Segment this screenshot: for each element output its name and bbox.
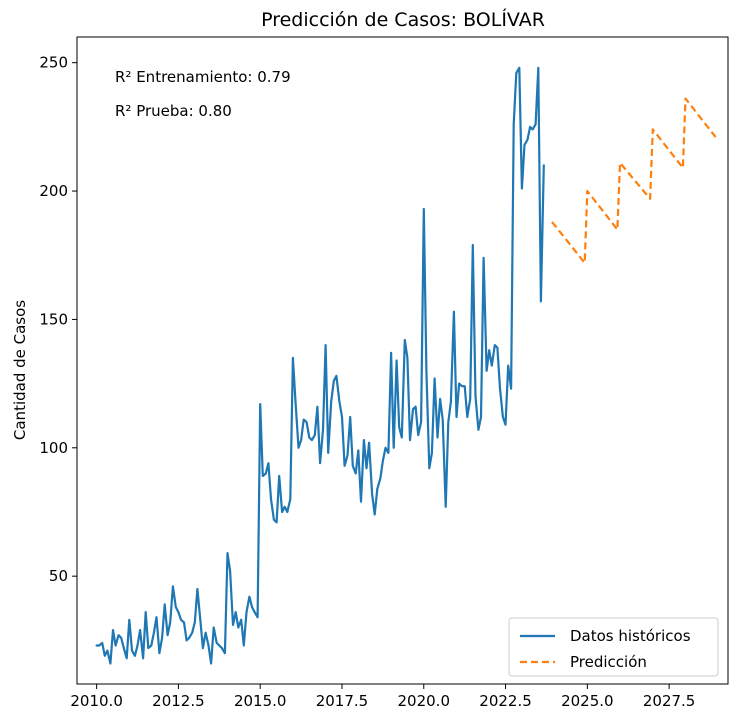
plot-frame	[76, 36, 729, 685]
annotation-r2-test: R² Prueba: 0.80	[115, 102, 232, 120]
y-tick-label: 150	[39, 310, 68, 328]
x-tick-label: 2012.5	[152, 692, 205, 710]
legend-label-prediction: Predicción	[570, 653, 647, 671]
y-tick-label: 100	[39, 439, 68, 457]
chart-title: Predicción de Casos: BOLÍVAR	[261, 8, 545, 31]
legend: Datos históricos Predicción	[508, 617, 719, 677]
x-tick-label: 2017.5	[316, 692, 369, 710]
x-tick-label: 2022.5	[479, 692, 532, 710]
series-line-historical	[95, 66, 545, 665]
x-tick-label: 2020.0	[398, 692, 451, 710]
legend-box	[508, 617, 719, 677]
y-axis-label: Cantidad de Casos	[11, 300, 29, 440]
series-layer	[95, 66, 717, 665]
y-tick-label: 250	[39, 54, 68, 72]
y-tick-label: 50	[49, 567, 68, 585]
legend-label-historical: Datos históricos	[570, 627, 691, 645]
y-axis: 50 100 150 200 250	[39, 54, 77, 585]
y-tick-label: 200	[39, 182, 68, 200]
annotation-r2-train: R² Entrenamiento: 0.79	[115, 68, 291, 86]
x-tick-label: 2025.0	[561, 692, 614, 710]
x-axis: 2010.0 2012.5 2015.0 2017.5 2020.0 2022.5 2025…	[70, 684, 695, 710]
series-line-prediction	[551, 97, 717, 264]
x-tick-label: 2010.0	[70, 692, 123, 710]
x-tick-label: 2015.0	[234, 692, 287, 710]
x-tick-label: 2027.5	[643, 692, 696, 710]
